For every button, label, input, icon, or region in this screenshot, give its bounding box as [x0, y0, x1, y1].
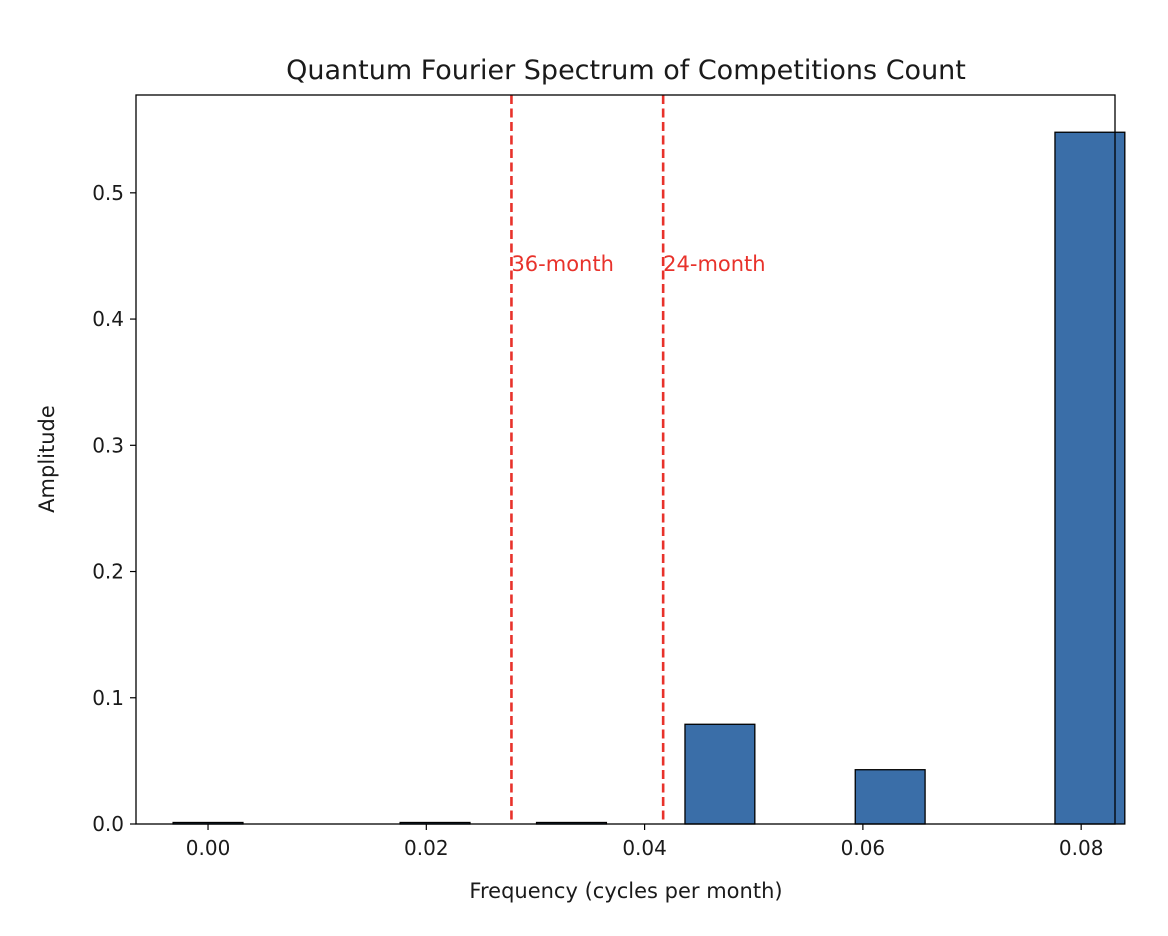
plot-frame [135, 94, 1116, 825]
y-tick-label: 0.5 [92, 181, 124, 205]
y-tick-label: 0.4 [92, 307, 124, 331]
y-tick-label: 0.2 [92, 560, 124, 584]
x-tick-label: 0.04 [622, 836, 667, 860]
reference-lines-group: 36-month 24-month [510, 95, 766, 824]
bars-group [172, 131, 1126, 825]
plot-area: 36-month 24-month [135, 94, 1126, 825]
reference-line-label: 36-month [511, 252, 613, 276]
y-tick-label: 0.3 [92, 433, 124, 457]
y-tick-label: 0.1 [92, 686, 124, 710]
x-axis-label: Frequency (cycles per month) [469, 879, 782, 903]
x-tick-label: 0.00 [186, 836, 231, 860]
bar [854, 769, 926, 825]
y-axis-label: Amplitude [35, 405, 59, 513]
y-tick-label: 0.0 [92, 812, 124, 836]
chart-title: Quantum Fourier Spectrum of Competitions… [286, 55, 966, 86]
bar [684, 723, 756, 825]
x-tick-label: 0.02 [404, 836, 449, 860]
x-tick-label: 0.06 [841, 836, 886, 860]
x-axis: 0.00 0.02 0.04 0.06 0.08 [186, 824, 1104, 860]
bar [1054, 131, 1126, 825]
y-axis: 0.0 0.1 0.2 0.3 0.4 0.5 [92, 181, 136, 836]
x-tick-label: 0.08 [1059, 836, 1104, 860]
reference-line-label: 24-month [663, 252, 765, 276]
